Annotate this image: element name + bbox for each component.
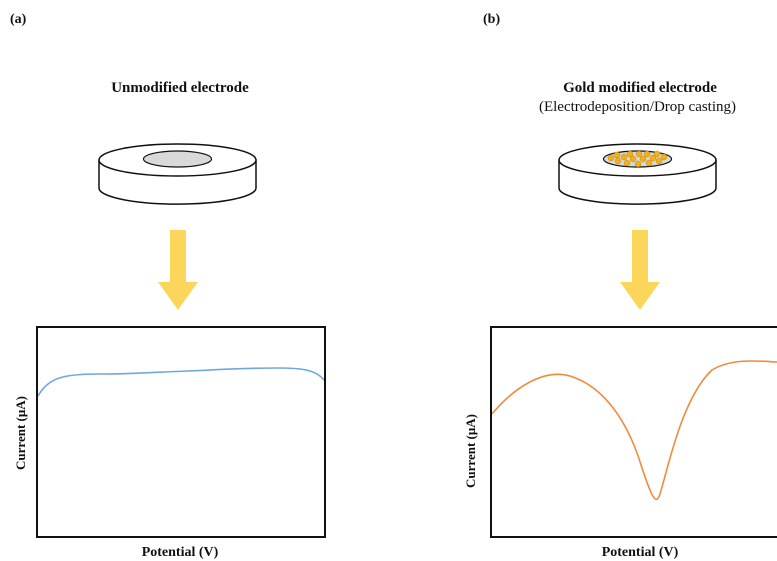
panel-b-subtitle: (Electrodeposition/Drop casting)	[538, 99, 737, 115]
panel-b-title: Gold modified electrode	[563, 80, 717, 96]
panel-b-y-axis-label: Current (μA)	[463, 414, 478, 488]
panel-b-label: (b)	[483, 12, 501, 27]
unmodified-electrode-icon	[98, 143, 257, 205]
panel-a-plot-frame	[36, 326, 326, 538]
panel-a-x-axis-label: Potential (V)	[141, 545, 219, 560]
down-arrow-icon	[620, 230, 660, 310]
panel-a-y-axis-label: Current (μA)	[13, 396, 28, 470]
panel-b-x-axis-label: Potential (V)	[601, 545, 679, 560]
panel-a-label: (a)	[10, 12, 27, 27]
down-arrow-icon	[158, 230, 198, 310]
panel-b-current-curve	[492, 360, 777, 501]
gold-modified-electrode-icon	[558, 143, 717, 205]
panel-a-title: Unmodified electrode	[111, 80, 249, 96]
panel-b-plot-frame	[490, 326, 777, 538]
panel-a-current-curve	[38, 367, 324, 397]
